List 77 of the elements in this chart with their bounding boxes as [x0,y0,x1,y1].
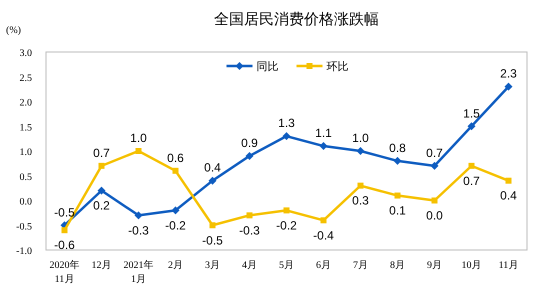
data-label: 0.9 [241,136,258,150]
legend-label: 同比 [256,60,278,73]
y-tick-label: 1.5 [20,122,32,134]
point [468,122,476,130]
x-tick-label: 8月 [390,260,405,271]
x-tick-label: 12月 [92,260,112,271]
y-tick-label: 3.0 [20,48,32,59]
data-label: 1.3 [278,116,296,130]
y-tick-label: 0.5 [20,172,32,183]
x-tick-label: 11月 [498,260,518,271]
point [98,186,106,195]
data-label: -0.2 [276,218,298,232]
point [506,178,512,184]
data-label: -0.4 [313,228,334,242]
chart-title: 全国居民消费价格涨跌幅 [214,11,379,28]
data-label: 0.3 [352,194,370,208]
data-label: 1.1 [315,126,332,140]
point [320,217,326,224]
data-label: 0.8 [389,140,406,155]
data-label: -0.6 [54,238,76,252]
data-label: -0.3 [239,223,260,238]
x-tick-label: 2021年 1月 [124,259,154,285]
point [358,182,364,189]
point [172,168,178,174]
y-axis-title: (%) [6,25,21,36]
point [284,207,290,214]
point [172,206,180,214]
point [98,162,104,169]
data-label: 0.1 [389,204,406,218]
y-tick-label: 0.0 [20,196,32,208]
point [62,227,68,234]
point [394,192,400,199]
data-label: -0.5 [54,205,76,220]
point [282,132,290,140]
point [394,156,402,165]
legend-label: 环比 [326,60,348,73]
point [504,82,512,91]
x-tick-label: 3月 [205,260,220,271]
point [246,212,252,218]
y-tick-label: -0.5 [16,221,32,232]
point [430,162,438,170]
point [432,198,438,204]
point [356,147,364,155]
x-tick-label: 2020年 11月 [50,259,80,285]
x-tick-label: 7月 [353,260,368,271]
point [320,142,328,150]
point [246,152,254,160]
point [210,222,216,228]
data-label: -0.3 [128,223,150,238]
data-label: 0.2 [93,198,110,213]
data-label: 1.5 [463,106,480,120]
y-tick-label: -1.0 [16,246,32,257]
y-tick-label: 2.0 [20,98,32,108]
point [134,211,142,220]
data-label: 0.0 [426,208,444,222]
point [136,148,142,154]
data-label: -0.5 [202,233,224,248]
data-label: 1.0 [352,131,370,145]
data-label: 0.7 [93,146,110,160]
x-tick-label: 4月 [242,260,257,271]
y-tick-label: 2.5 [20,72,32,84]
data-label: -0.2 [165,218,186,232]
data-label: 0.7 [426,146,444,160]
data-label: 0.7 [463,174,480,188]
data-label: 2.3 [500,66,518,81]
point [468,162,474,169]
y-tick-label: 1.0 [20,147,32,158]
x-tick-label: 6月 [316,260,331,271]
point [208,176,216,185]
x-tick-label: 10月 [462,260,482,271]
data-label: 0.4 [500,188,518,203]
data-label: 0.6 [167,150,184,165]
data-label: 1.0 [130,131,148,145]
x-tick-label: 9月 [427,260,442,271]
x-tick-label: 2月 [168,260,183,271]
x-tick-label: 5月 [279,260,294,271]
data-label: 0.4 [204,160,222,175]
